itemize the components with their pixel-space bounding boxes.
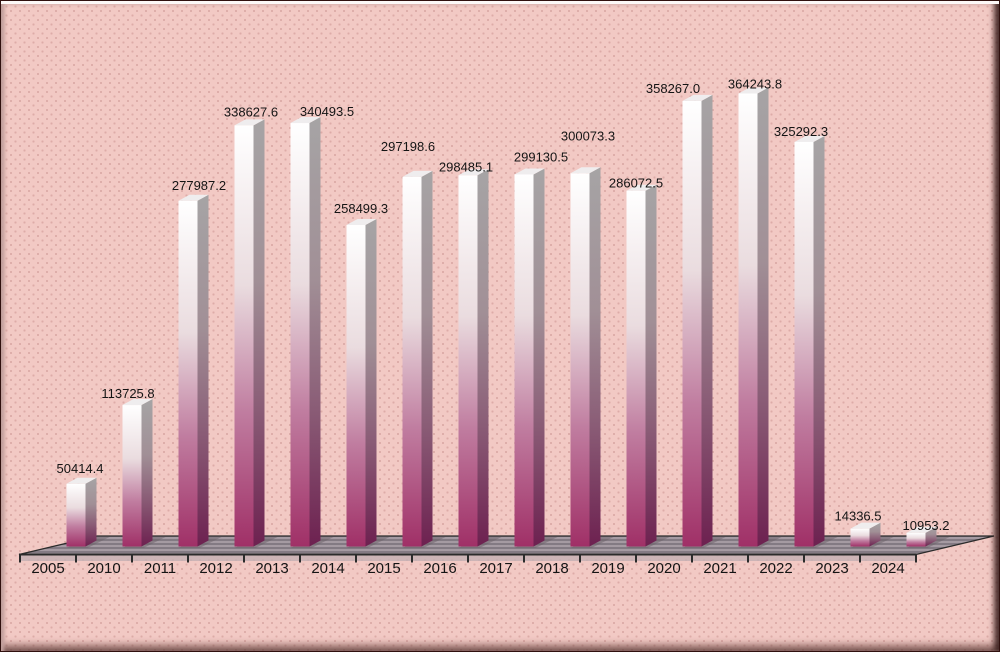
bar-value-label: 258499.3 bbox=[334, 201, 388, 216]
x-axis-label: 2017 bbox=[479, 560, 512, 577]
bar-side-face bbox=[813, 135, 825, 547]
bar-side-face bbox=[309, 117, 321, 547]
bar bbox=[66, 483, 86, 547]
x-axis-label: 2012 bbox=[199, 560, 232, 577]
bar-side-face bbox=[197, 194, 209, 547]
bar bbox=[122, 405, 142, 547]
bar-top-face bbox=[570, 167, 601, 174]
bar-side-face bbox=[253, 119, 265, 547]
bar-value-label: 14336.5 bbox=[835, 509, 882, 524]
bar-value-label: 300073.3 bbox=[561, 128, 615, 143]
bar-top-face bbox=[738, 87, 769, 94]
bar bbox=[794, 141, 814, 547]
bar bbox=[234, 125, 254, 547]
bar-top-face bbox=[66, 477, 97, 484]
bar-side-face bbox=[645, 184, 657, 547]
x-axis-label: 2018 bbox=[535, 560, 568, 577]
bar-top-face bbox=[682, 94, 713, 101]
bar bbox=[346, 225, 366, 547]
bar-value-label: 358267.0 bbox=[646, 81, 700, 96]
bar-value-label: 338627.6 bbox=[224, 104, 278, 119]
bar bbox=[402, 176, 422, 547]
x-axis-label: 2022 bbox=[759, 560, 792, 577]
bar-value-label: 340493.5 bbox=[300, 104, 354, 119]
x-axis-label: 2021 bbox=[703, 560, 736, 577]
x-axis-label: 2014 bbox=[311, 560, 344, 577]
bar-top-face bbox=[346, 219, 377, 226]
x-axis-label: 2011 bbox=[144, 560, 176, 577]
bar-value-label: 299130.5 bbox=[514, 149, 568, 164]
x-axis-label: 2016 bbox=[423, 560, 456, 577]
bar-side-face bbox=[421, 170, 433, 547]
x-axis-label: 2010 bbox=[87, 560, 120, 577]
x-axis-label: 2019 bbox=[591, 560, 624, 577]
bar-top-face bbox=[794, 135, 825, 142]
bar-value-label: 50414.4 bbox=[57, 461, 104, 476]
bar-top-face bbox=[402, 170, 433, 177]
bar-top-face bbox=[458, 169, 489, 176]
bar-side-face bbox=[589, 167, 601, 547]
bar-side-face bbox=[925, 526, 937, 547]
bar-side-face bbox=[85, 477, 97, 547]
x-axis-label: 2024 bbox=[871, 560, 904, 577]
bar-top-face bbox=[850, 522, 881, 529]
x-axis-label: 2013 bbox=[255, 560, 288, 577]
bar bbox=[178, 200, 198, 547]
bar-value-label: 325292.3 bbox=[774, 124, 828, 139]
x-axis-label: 2015 bbox=[367, 560, 400, 577]
bar-value-label: 297198.6 bbox=[381, 139, 435, 154]
chart-floor bbox=[18, 535, 995, 556]
bar-value-label: 364243.8 bbox=[728, 77, 782, 92]
bar-side-face bbox=[701, 94, 713, 547]
bar-side-face bbox=[533, 168, 545, 547]
bar-value-label: 113725.8 bbox=[101, 386, 154, 401]
bar-side-face bbox=[477, 169, 489, 547]
bar-top-face bbox=[290, 117, 321, 124]
bar-value-label: 286072.5 bbox=[609, 176, 663, 191]
bar bbox=[514, 174, 534, 547]
bar-side-face bbox=[869, 522, 881, 547]
x-axis-label: 2023 bbox=[815, 560, 848, 577]
bar bbox=[850, 528, 870, 547]
bar-value-label: 298485.1 bbox=[439, 159, 493, 174]
bar-top-face bbox=[514, 168, 545, 175]
x-axis-label: 2020 bbox=[647, 560, 680, 577]
bar-top-face bbox=[234, 119, 265, 126]
x-axis-label: 2005 bbox=[31, 560, 64, 577]
bar-side-face bbox=[141, 399, 153, 547]
bar-top-face bbox=[906, 526, 937, 533]
bar bbox=[570, 173, 590, 547]
bar bbox=[738, 93, 758, 547]
bar-top-face bbox=[626, 184, 657, 191]
bar bbox=[626, 190, 646, 547]
bar bbox=[290, 123, 310, 547]
bar bbox=[906, 532, 926, 547]
bar-side-face bbox=[365, 219, 377, 547]
bar bbox=[458, 175, 478, 547]
bar bbox=[682, 100, 702, 547]
bar-top-face bbox=[178, 194, 209, 201]
bar-value-label: 10953.2 bbox=[903, 518, 950, 533]
bar-side-face bbox=[757, 87, 769, 547]
bar-value-label: 277987.2 bbox=[172, 178, 226, 193]
bar-top-face bbox=[122, 399, 153, 406]
